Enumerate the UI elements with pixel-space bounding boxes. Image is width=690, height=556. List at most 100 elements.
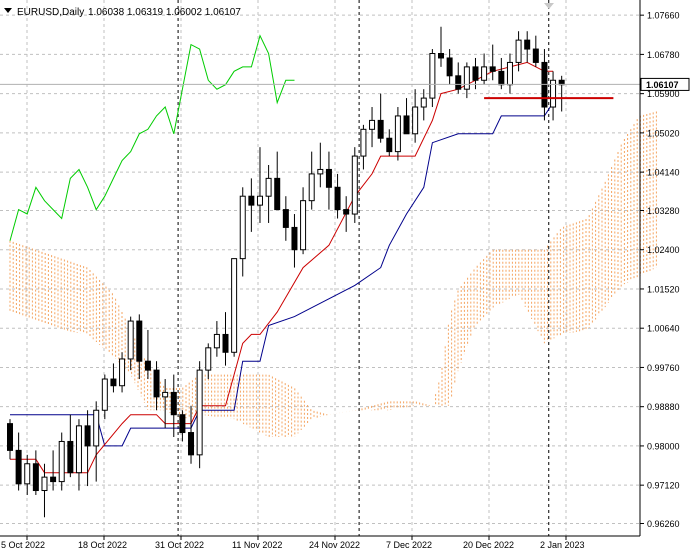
time-axis[interactable]: 5 Oct 2022 18 Oct 2022 31 Oct 2022 11 Nov 2… — [1, 536, 585, 550]
candle[interactable] — [489, 44, 496, 81]
candle[interactable] — [524, 31, 531, 63]
candle[interactable] — [179, 410, 186, 442]
candles[interactable] — [7, 26, 565, 518]
candle[interactable] — [222, 312, 229, 366]
candle[interactable] — [550, 71, 557, 121]
candle[interactable] — [75, 419, 82, 491]
candle[interactable] — [213, 321, 220, 357]
candle[interactable] — [291, 214, 298, 268]
candle[interactable] — [265, 164, 272, 223]
shift-marker-icon[interactable] — [544, 3, 554, 9]
candle[interactable] — [50, 450, 57, 491]
time-tick-label: 2 Jan 2023 — [540, 540, 585, 550]
candle[interactable] — [67, 414, 74, 478]
candle[interactable] — [256, 147, 263, 223]
candle-body — [15, 449, 22, 485]
candle-body — [300, 200, 307, 251]
candle[interactable] — [412, 89, 419, 143]
candle[interactable] — [325, 151, 332, 210]
candle[interactable] — [41, 463, 48, 518]
candle-body — [524, 39, 531, 50]
candle-body — [50, 476, 57, 483]
candle[interactable] — [369, 107, 376, 148]
time-tick-label: 18 Oct 2022 — [78, 540, 127, 550]
candle-body — [196, 369, 203, 456]
candle[interactable] — [515, 31, 522, 72]
candle[interactable] — [136, 314, 143, 380]
candle-body — [377, 119, 384, 139]
price-tick-label: 1.03280 — [647, 206, 680, 216]
candle-body — [550, 79, 557, 108]
candle[interactable] — [394, 107, 401, 161]
candle[interactable] — [360, 124, 367, 170]
candle[interactable] — [119, 352, 126, 393]
candle[interactable] — [7, 419, 13, 460]
candle[interactable] — [127, 316, 134, 371]
time-tick-label: 11 Nov 2022 — [232, 540, 282, 550]
candle[interactable] — [162, 379, 169, 429]
candle[interactable] — [58, 432, 65, 491]
candle-body — [213, 333, 220, 349]
price-tick-label: 1.04140 — [647, 168, 680, 178]
candle[interactable] — [93, 401, 100, 482]
ichimoku-cloud — [9, 111, 657, 438]
candle[interactable] — [532, 35, 539, 67]
candle[interactable] — [248, 178, 255, 232]
candle[interactable] — [403, 98, 410, 135]
price-tick-label: 1.05900 — [647, 89, 680, 99]
candle[interactable] — [170, 374, 177, 438]
candle[interactable] — [429, 49, 436, 108]
candle[interactable] — [110, 363, 117, 393]
candle[interactable] — [274, 151, 281, 211]
candle[interactable] — [282, 196, 289, 241]
candle[interactable] — [32, 450, 39, 495]
candle-body — [274, 177, 281, 211]
candle-body — [463, 66, 470, 90]
time-tick-label: 5 Oct 2022 — [1, 540, 45, 550]
price-tick-label: 1.05020 — [647, 128, 680, 138]
candle[interactable] — [144, 329, 151, 380]
candle[interactable] — [343, 196, 350, 232]
candle[interactable] — [386, 129, 393, 157]
candle[interactable] — [300, 187, 307, 255]
candle[interactable] — [463, 62, 470, 99]
candle[interactable] — [188, 405, 195, 464]
candle-body — [144, 360, 151, 371]
candle-body — [291, 226, 298, 251]
candle[interactable] — [446, 49, 453, 85]
candle[interactable] — [153, 361, 160, 411]
price-axis[interactable]: 1.07660 1.06780 1.05900 1.05020 1.04140 1.032… — [640, 11, 690, 529]
candle[interactable] — [205, 343, 212, 380]
kijun-sen-line — [10, 102, 554, 447]
candle[interactable] — [377, 93, 384, 143]
candle[interactable] — [308, 151, 315, 210]
price-tick-label: 0.98000 — [647, 441, 680, 451]
price-tick-label: 1.07660 — [647, 11, 680, 21]
candle[interactable] — [231, 258, 238, 357]
dropdown-triangle-icon[interactable] — [4, 8, 12, 13]
candle-body — [24, 463, 31, 485]
candle[interactable] — [196, 361, 203, 469]
candle-body — [153, 369, 160, 398]
candle-body — [67, 440, 74, 474]
candle[interactable] — [438, 26, 444, 67]
candle-body — [489, 66, 496, 72]
candle-body — [179, 414, 186, 434]
candle[interactable] — [101, 374, 108, 420]
candle[interactable] — [334, 173, 341, 219]
price-tick-label: 0.96260 — [647, 519, 680, 529]
candle[interactable] — [317, 142, 324, 188]
candle[interactable] — [239, 187, 246, 277]
candle-body — [75, 425, 82, 474]
candle[interactable] — [481, 53, 488, 85]
candle[interactable] — [24, 454, 31, 495]
candle[interactable] — [351, 147, 358, 223]
candle[interactable] — [420, 89, 427, 121]
chart-header: EURUSD,Daily 1.06038 1.06319 1.06002 1.0… — [4, 7, 241, 18]
price-tick-label: 1.02400 — [647, 245, 680, 255]
candle[interactable] — [15, 432, 22, 491]
candle[interactable] — [84, 410, 91, 487]
candle[interactable] — [455, 62, 462, 94]
